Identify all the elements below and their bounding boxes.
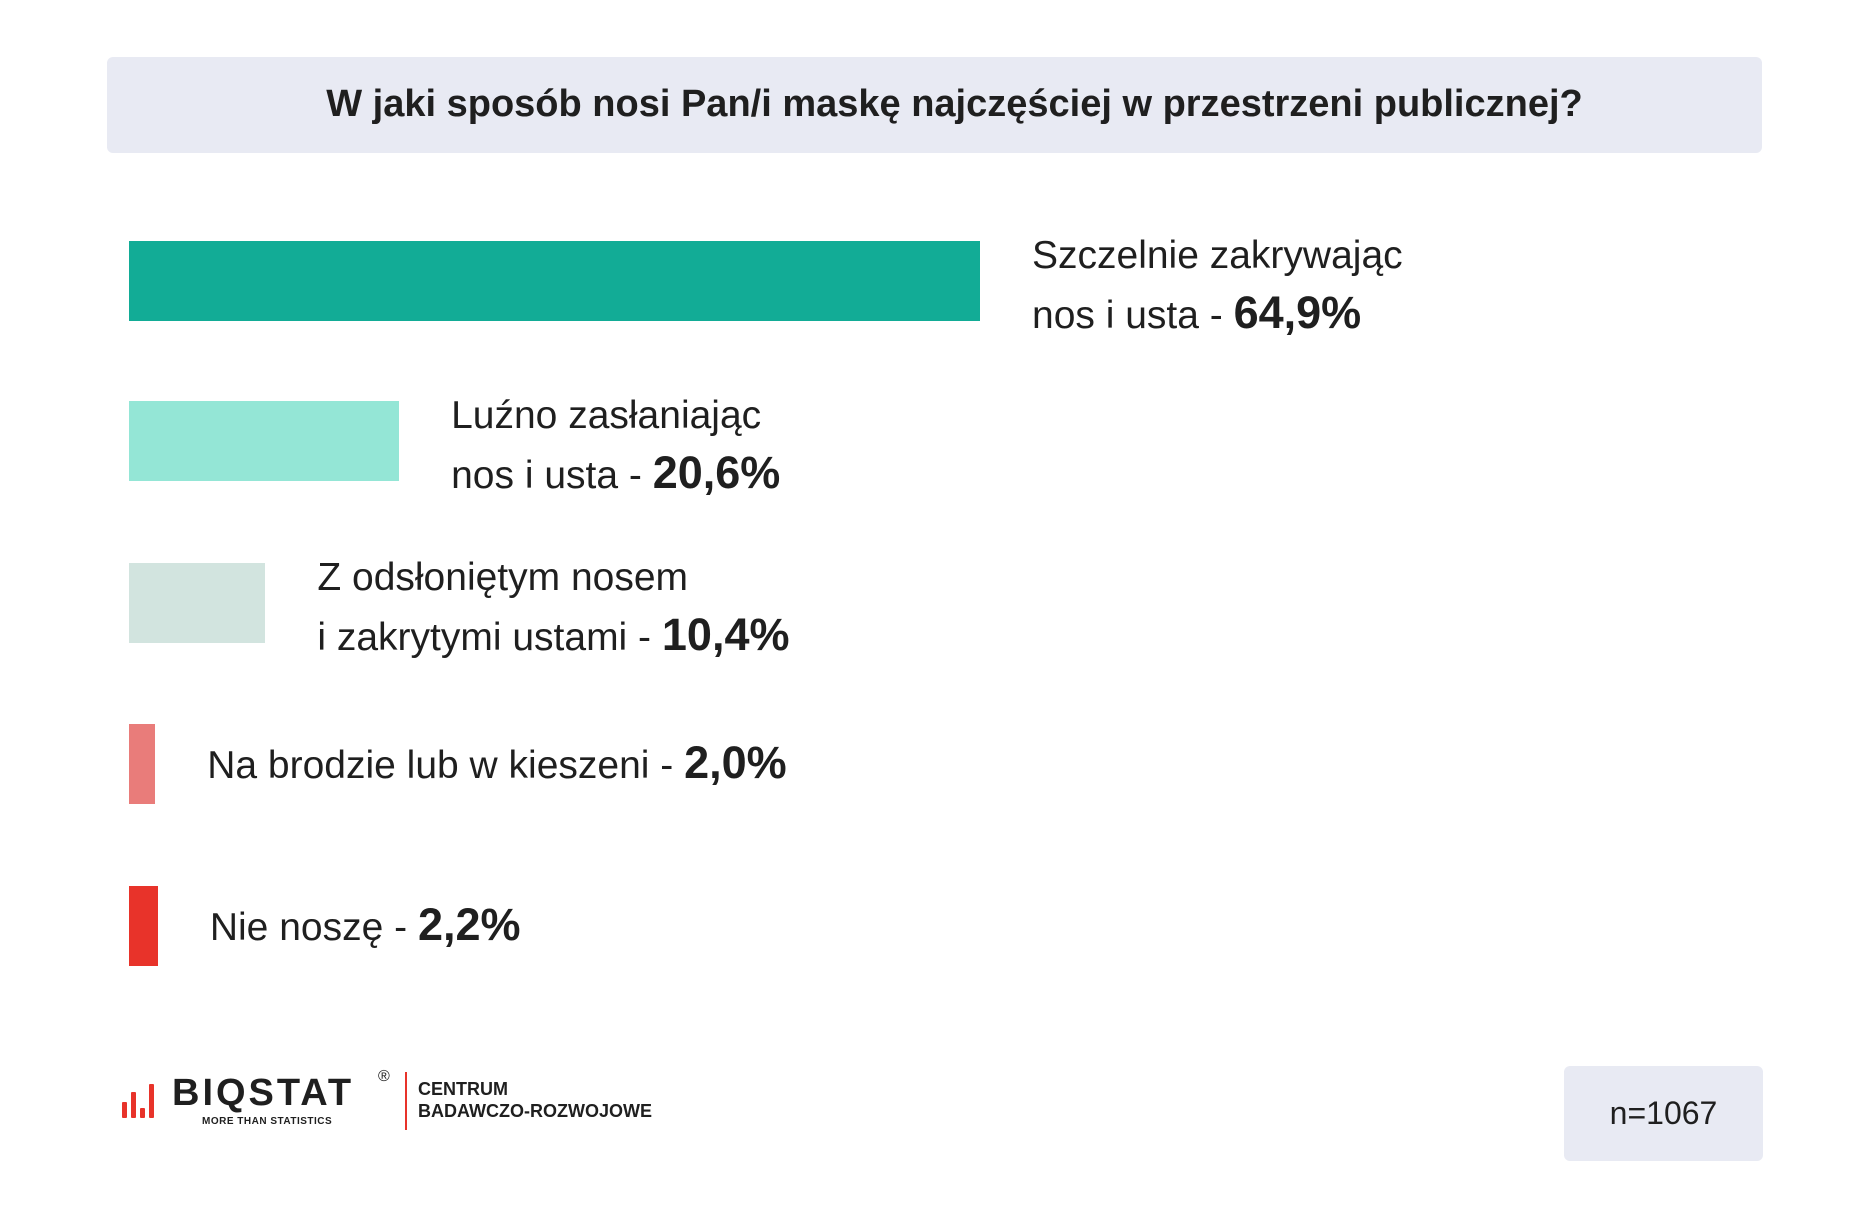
- bar-value-label: 64,9%: [1233, 287, 1362, 338]
- bar-3: [129, 563, 266, 643]
- bar-5: [129, 886, 158, 966]
- title-panel: W jaki sposób nosi Pan/i maskę najczęści…: [107, 57, 1762, 153]
- bar-label-line: Z odsłoniętym nosem: [317, 556, 689, 599]
- sample-size-badge: n=1067: [1564, 1066, 1763, 1161]
- bar-label-4: Na brodzie lub w kieszeni - 2,0%: [207, 734, 786, 794]
- sample-size-text: n=1067: [1609, 1095, 1718, 1131]
- bar-value-label: 10,4%: [661, 609, 790, 660]
- bar-label-3: Z odsłoniętym nosem i zakrytymi ustami - …: [317, 549, 789, 666]
- logo-divider: [405, 1072, 407, 1130]
- bar-label-line: nos i usta - 64,9%: [1032, 287, 1362, 338]
- bar-label-line: Nie noszę - 2,2%: [209, 899, 521, 950]
- bar-1: [129, 241, 980, 321]
- logo-wordmark: BIQSTAT: [172, 1072, 355, 1114]
- logo-tagline: MORE THAN STATISTICS: [202, 1116, 333, 1127]
- bar-value-label: 2,2%: [417, 899, 521, 950]
- biostat-logo: BIQSTAT ® MORE THAN STATISTICS CENTRUM B…: [122, 1068, 682, 1132]
- bar-value-label: 20,6%: [652, 447, 781, 498]
- bar-label-5: Nie noszę - 2,2%: [210, 896, 521, 956]
- chart-title: W jaki sposób nosi Pan/i maskę najczęści…: [326, 83, 1583, 125]
- logo-bars-icon: [122, 1078, 162, 1118]
- organization-line-1: CENTRUM: [418, 1079, 508, 1099]
- bar-label-line: Na brodzie lub w kieszeni - 2,0%: [207, 737, 787, 788]
- bar-label-line: i zakrytymi ustami - 10,4%: [317, 609, 790, 660]
- bar-label-2: Luźno zasłaniając nos i usta - 20,6%: [451, 387, 780, 504]
- bar-value-label: 2,0%: [684, 737, 787, 788]
- bar-label-line: nos i usta - 20,6%: [451, 447, 781, 498]
- organization-name: CENTRUM BADAWCZO-ROZWOJOWE: [418, 1078, 652, 1122]
- bar-4: [129, 724, 156, 804]
- organization-line-2: BADAWCZO-ROZWOJOWE: [418, 1101, 652, 1121]
- bar-label-line: Luźno zasłaniając: [451, 394, 762, 437]
- bar-label-1: Szczelnie zakrywając nos i usta - 64,9%: [1032, 227, 1403, 344]
- bar-2: [129, 401, 400, 481]
- bar-label-line: Szczelnie zakrywając: [1032, 234, 1403, 277]
- logo-registered-mark: ®: [378, 1068, 390, 1085]
